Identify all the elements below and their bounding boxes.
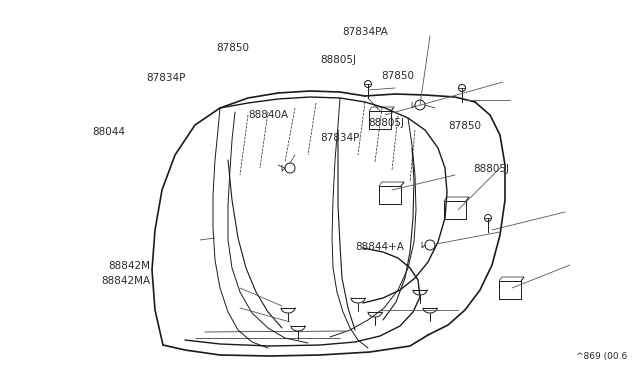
- Text: ^869 (00.6: ^869 (00.6: [576, 352, 627, 361]
- FancyBboxPatch shape: [369, 111, 391, 129]
- Text: 88842MA: 88842MA: [101, 276, 150, 286]
- Text: 87834P: 87834P: [146, 73, 186, 83]
- Text: 88805J: 88805J: [368, 118, 404, 128]
- Text: 87850: 87850: [381, 71, 414, 81]
- Text: 87850: 87850: [216, 44, 250, 53]
- Text: 87834P: 87834P: [320, 133, 360, 142]
- Text: 88805J: 88805J: [320, 55, 356, 64]
- Text: 88844+A: 88844+A: [355, 243, 404, 252]
- Text: 88044: 88044: [92, 127, 125, 137]
- Text: 87850: 87850: [448, 122, 481, 131]
- Text: 88842M: 88842M: [108, 261, 150, 271]
- Text: 88805J: 88805J: [474, 164, 509, 174]
- Text: 88840A: 88840A: [248, 110, 288, 120]
- Text: 87834PA: 87834PA: [342, 27, 388, 36]
- FancyBboxPatch shape: [379, 186, 401, 204]
- FancyBboxPatch shape: [444, 201, 466, 219]
- FancyBboxPatch shape: [499, 281, 521, 299]
